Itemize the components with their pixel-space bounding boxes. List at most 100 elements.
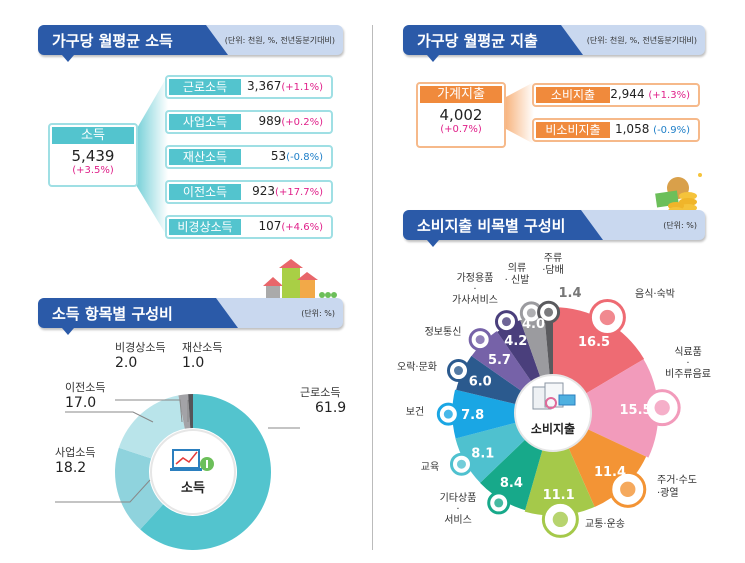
radial-segment	[456, 355, 524, 405]
donut-category-label: 근로소득	[300, 386, 340, 399]
income-item-change: (-0.8%)	[286, 152, 323, 163]
income-item-label: 근로소득	[169, 79, 241, 95]
radial-category-label: 주류 ·담배	[542, 252, 564, 276]
consumption-composition-radial: 16.5 음식·숙박 15.5 식료품 · 비주류음료 11.4 주거·수도 ·광열 11.1 교통…	[397, 252, 711, 538]
radial-category-label: 가정용품 · 가사서비스	[452, 272, 498, 306]
expense-item-row: 비소비지출 1,058 (-0.9%)	[532, 118, 700, 142]
expense-total-box: 가계지출 4,002 (+0.7%)	[416, 82, 506, 148]
income-item-value: 989	[258, 114, 282, 128]
money-bag-coins-icon	[655, 173, 702, 215]
donut-value-label: 17.0	[65, 395, 96, 411]
income-item-value: 3,367	[247, 79, 282, 93]
radial-segment	[455, 422, 528, 483]
expense-item-row: 소비지출 2,944 (+1.3%)	[532, 83, 700, 107]
expense-item-change: (-0.9%)	[653, 125, 690, 136]
income-total-change: (+3.5%)	[72, 165, 114, 176]
radial-center-label: 소비지출	[531, 421, 575, 436]
radial-value-label: 15.5	[620, 403, 652, 418]
income-item-change: (+0.2%)	[281, 117, 323, 128]
divider	[372, 25, 373, 550]
income-total-box: 소득 5,439 (+3.5%)	[48, 123, 138, 187]
consumption-comp-unit: (단위: %)	[663, 221, 697, 230]
income-item-change: (+4.6%)	[281, 222, 323, 233]
income-total-value: 5,439	[71, 147, 115, 165]
donut-slice	[118, 395, 185, 459]
radial-segment	[524, 445, 595, 516]
expense-header-unit: (단위: 천원, %, 전년동분기대비)	[586, 36, 697, 45]
radial-value-label: 1.4	[558, 286, 581, 301]
expense-item-label: 소비지출	[536, 87, 610, 103]
radial-value-label: 8.4	[500, 476, 523, 491]
receipt-card-icon	[532, 382, 576, 410]
donut-category-label: 사업소득	[55, 446, 95, 459]
expense-total-change: (+0.7%)	[440, 124, 482, 135]
expense-item-value: 2,944	[610, 87, 645, 101]
donut-leader-line	[55, 479, 151, 503]
radial-value-label: 6.0	[469, 374, 492, 389]
income-item-label: 재산소득	[169, 149, 241, 165]
radial-category-label: 식료품 · 비주류음료	[665, 346, 711, 380]
income-item-change: (+1.1%)	[281, 82, 323, 93]
donut-slice	[178, 394, 191, 429]
expense-header-title: 가구당 월평균 지출	[417, 32, 538, 50]
income-item-row: 재산소득 53(-0.8%)	[165, 145, 333, 169]
income-header: 가구당 월평균 소득 (단위: 천원, %, 전년동분기대비)	[38, 25, 343, 62]
radial-segment	[553, 307, 645, 395]
radial-segment	[452, 389, 519, 439]
radial-category-label: 의류 · 신발	[505, 262, 530, 286]
expense-fan-connector	[504, 82, 534, 144]
donut-category-label: 비경상소득	[115, 341, 166, 354]
donut-slice	[115, 447, 164, 530]
donut-value-label: 18.2	[55, 460, 86, 476]
radial-category-label: 오락·문화	[397, 361, 437, 373]
donut-value-label: 61.9	[315, 400, 346, 416]
radial-value-label: 5.7	[488, 353, 511, 368]
radial-category-label: 주거·수도 ·광열	[657, 474, 697, 499]
income-header-unit: (단위: 천원, %, 전년동분기대비)	[224, 36, 335, 45]
house-buildings-icon	[263, 259, 337, 301]
radial-category-label: 기타상품 · 서비스	[440, 492, 477, 526]
income-fan-connector	[136, 75, 168, 238]
consumption-comp-header: 소비지출 비목별 구성비 (단위: %)	[403, 210, 705, 247]
income-item-value: 107	[258, 219, 282, 233]
radial-segment	[520, 314, 550, 380]
donut-leader-line	[65, 411, 154, 423]
radial-value-label: 4.0	[522, 317, 545, 332]
donut-value-label: 2.0	[115, 355, 137, 371]
expense-item-label: 비소비지출	[536, 122, 610, 138]
income-item-label: 비경상소득	[169, 219, 241, 235]
income-comp-unit: (단위: %)	[301, 309, 335, 318]
radial-value-label: 8.1	[471, 446, 494, 461]
radial-segment	[567, 428, 647, 508]
donut-leader-line	[115, 399, 183, 423]
income-item-label: 이전소득	[169, 184, 241, 200]
radial-segment	[497, 320, 542, 384]
radial-category-label: 교육	[421, 461, 439, 473]
consumption-comp-title: 소비지출 비목별 구성비	[417, 217, 566, 235]
income-comp-title: 소득 항목별 구성비	[52, 305, 173, 323]
laptop-chart-money-icon	[170, 449, 214, 471]
donut-slice	[188, 394, 193, 429]
expense-header: 가구당 월평균 지출 (단위: 천원, %, 전년동분기대비)	[403, 25, 705, 62]
income-item-value: 923	[252, 184, 276, 198]
income-item-row: 이전소득 923(+17.7%)	[165, 180, 333, 204]
radial-value-label: 16.5	[578, 335, 610, 350]
donut-slice	[140, 394, 271, 550]
donut-center-label: 소득	[181, 481, 205, 496]
expense-item-value: 1,058	[614, 122, 650, 136]
radial-value-label: 11.1	[543, 488, 575, 503]
income-item-row: 비경상소득 107(+4.6%)	[165, 215, 333, 239]
income-item-label: 사업소득	[169, 114, 241, 130]
income-item-row: 사업소득 989(+0.2%)	[165, 110, 333, 134]
income-item-row: 근로소득 3,367(+1.1%)	[165, 75, 333, 99]
expense-item-change: (+1.3%)	[648, 90, 690, 101]
radial-category-label: 보건	[406, 406, 424, 418]
radial-segment	[544, 316, 553, 378]
income-item-change: (+17.7%)	[275, 187, 323, 198]
radial-category-label: 교통·운송	[585, 518, 625, 530]
expense-total-label: 가계지출	[420, 86, 502, 103]
donut-value-label: 1.0	[182, 355, 204, 371]
income-comp-header: 소득 항목별 구성비 (단위: %)	[38, 298, 343, 335]
